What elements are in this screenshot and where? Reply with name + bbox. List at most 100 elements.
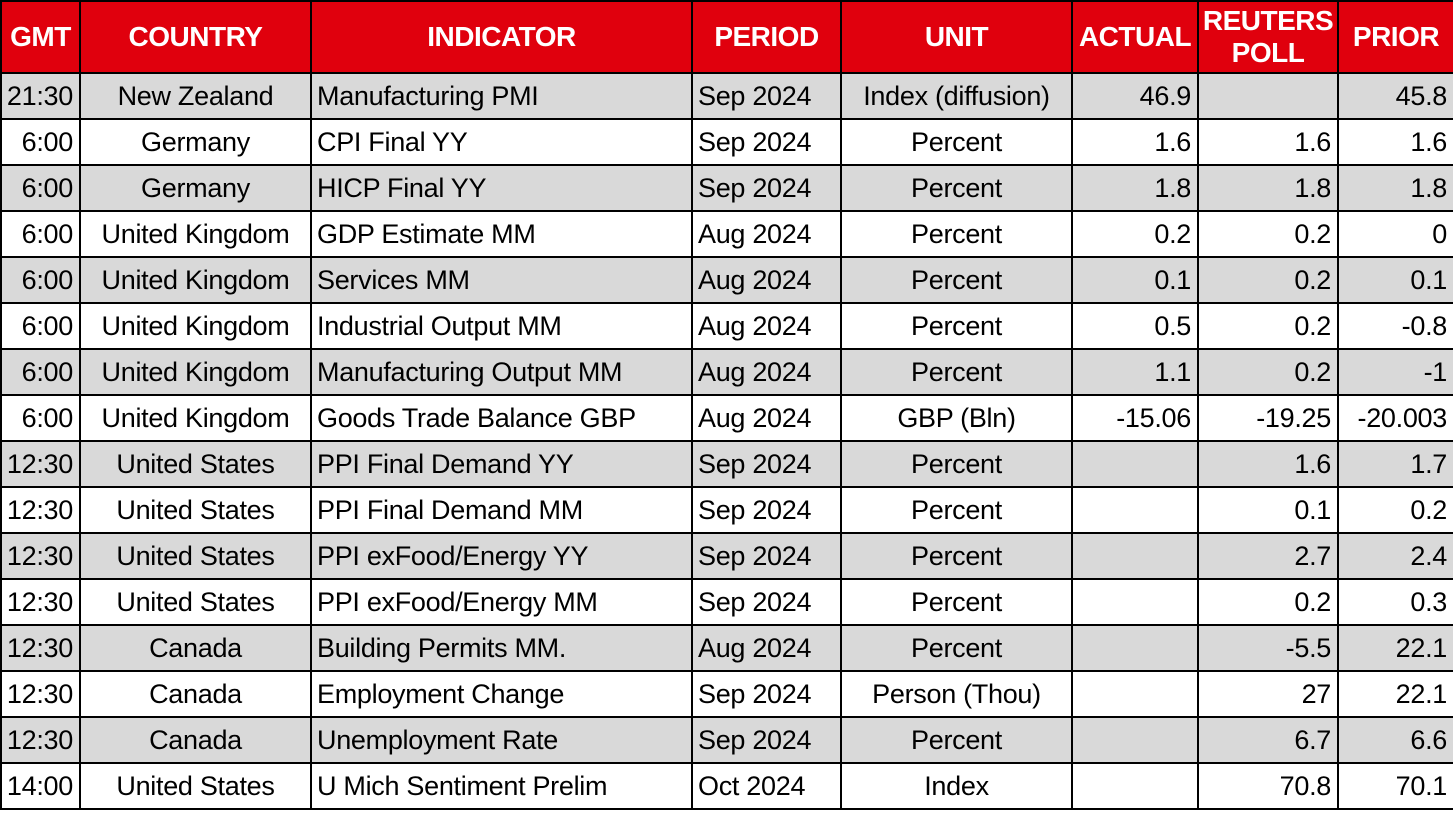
cell-country: United Kingdom xyxy=(79,394,312,442)
cell-prior: 45.8 xyxy=(1337,72,1453,120)
cell-unit: Index (diffusion) xyxy=(840,72,1073,120)
table-row: 21:30 New Zealand Manufacturing PMI Sep 202… xyxy=(0,72,1453,120)
cell-unit: Percent xyxy=(840,624,1073,672)
cell-country: United States xyxy=(79,578,312,626)
cell-unit: Percent xyxy=(840,486,1073,534)
cell-period: Sep 2024 xyxy=(691,578,842,626)
cell-unit: Percent xyxy=(840,532,1073,580)
cell-period: Sep 2024 xyxy=(691,532,842,580)
column-header-actual: ACTUAL xyxy=(1071,0,1199,74)
column-header-prior: PRIOR xyxy=(1337,0,1453,74)
cell-country: United States xyxy=(79,440,312,488)
table-row: 12:30 United States PPI Final Demand MM Sep… xyxy=(0,486,1453,534)
cell-actual: 1.8 xyxy=(1071,164,1199,212)
cell-gmt: 6:00 xyxy=(0,118,81,166)
cell-gmt: 12:30 xyxy=(0,624,81,672)
table-body: 21:30 New Zealand Manufacturing PMI Sep 202… xyxy=(0,72,1453,810)
cell-indicator: PPI exFood/Energy MM xyxy=(310,578,693,626)
cell-reuters_poll: 70.8 xyxy=(1197,762,1339,810)
cell-prior: -1 xyxy=(1337,348,1453,396)
cell-indicator: HICP Final YY xyxy=(310,164,693,212)
cell-indicator: CPI Final YY xyxy=(310,118,693,166)
cell-period: Aug 2024 xyxy=(691,256,842,304)
cell-prior: 0.2 xyxy=(1337,486,1453,534)
cell-actual: 0.2 xyxy=(1071,210,1199,258)
cell-country: United States xyxy=(79,532,312,580)
cell-prior: 70.1 xyxy=(1337,762,1453,810)
cell-reuters_poll: 2.7 xyxy=(1197,532,1339,580)
cell-country: Canada xyxy=(79,624,312,672)
table-header: GMT COUNTRY INDICATOR PERIOD UNIT ACTUAL REUTE… xyxy=(0,0,1453,74)
cell-actual xyxy=(1071,624,1199,672)
cell-unit: Percent xyxy=(840,440,1073,488)
column-header-gmt: GMT xyxy=(0,0,81,74)
cell-reuters_poll: 0.2 xyxy=(1197,256,1339,304)
cell-reuters_poll: 27 xyxy=(1197,670,1339,718)
cell-indicator: Unemployment Rate xyxy=(310,716,693,764)
cell-gmt: 6:00 xyxy=(0,394,81,442)
cell-country: United Kingdom xyxy=(79,302,312,350)
cell-gmt: 14:00 xyxy=(0,762,81,810)
cell-unit: GBP (Bln) xyxy=(840,394,1073,442)
cell-indicator: U Mich Sentiment Prelim xyxy=(310,762,693,810)
cell-actual: 46.9 xyxy=(1071,72,1199,120)
cell-country: Germany xyxy=(79,164,312,212)
cell-reuters_poll: -5.5 xyxy=(1197,624,1339,672)
cell-period: Sep 2024 xyxy=(691,670,842,718)
cell-gmt: 6:00 xyxy=(0,348,81,396)
cell-country: Canada xyxy=(79,716,312,764)
cell-prior: 2.4 xyxy=(1337,532,1453,580)
table-row: 12:30 United States PPI exFood/Energy YY Se… xyxy=(0,532,1453,580)
cell-gmt: 12:30 xyxy=(0,532,81,580)
cell-country: Canada xyxy=(79,670,312,718)
cell-prior: 6.6 xyxy=(1337,716,1453,764)
cell-prior: 22.1 xyxy=(1337,624,1453,672)
cell-indicator: Industrial Output MM xyxy=(310,302,693,350)
cell-country: Germany xyxy=(79,118,312,166)
cell-unit: Index xyxy=(840,762,1073,810)
cell-unit: Percent xyxy=(840,716,1073,764)
cell-unit: Percent xyxy=(840,256,1073,304)
column-header-indicator: INDICATOR xyxy=(310,0,693,74)
cell-period: Aug 2024 xyxy=(691,624,842,672)
cell-gmt: 6:00 xyxy=(0,210,81,258)
cell-actual xyxy=(1071,670,1199,718)
table-row: 6:00 United Kingdom Industrial Output MM Au… xyxy=(0,302,1453,350)
cell-actual: -15.06 xyxy=(1071,394,1199,442)
cell-gmt: 12:30 xyxy=(0,716,81,764)
cell-prior: 0.1 xyxy=(1337,256,1453,304)
cell-reuters_poll: 0.2 xyxy=(1197,348,1339,396)
cell-actual xyxy=(1071,440,1199,488)
cell-indicator: Manufacturing PMI xyxy=(310,72,693,120)
table-row: 6:00 Germany HICP Final YY Sep 2024 Percent 1… xyxy=(0,164,1453,212)
cell-actual: 1.1 xyxy=(1071,348,1199,396)
cell-gmt: 12:30 xyxy=(0,670,81,718)
cell-indicator: PPI exFood/Energy YY xyxy=(310,532,693,580)
table-row: 12:30 Canada Unemployment Rate Sep 2024 Perc… xyxy=(0,716,1453,764)
table-row: 12:30 United States PPI Final Demand YY Sep… xyxy=(0,440,1453,488)
column-header-reuters_poll: REUTERS POLL xyxy=(1197,0,1339,74)
cell-unit: Percent xyxy=(840,118,1073,166)
cell-actual xyxy=(1071,486,1199,534)
cell-unit: Percent xyxy=(840,348,1073,396)
cell-actual xyxy=(1071,716,1199,764)
cell-prior: -0.8 xyxy=(1337,302,1453,350)
table-row: 6:00 United Kingdom Goods Trade Balance GB… xyxy=(0,394,1453,442)
column-header-period: PERIOD xyxy=(691,0,842,74)
cell-prior: 1.8 xyxy=(1337,164,1453,212)
cell-period: Aug 2024 xyxy=(691,348,842,396)
cell-prior: 1.7 xyxy=(1337,440,1453,488)
cell-actual xyxy=(1071,532,1199,580)
cell-indicator: Manufacturing Output MM xyxy=(310,348,693,396)
cell-period: Oct 2024 xyxy=(691,762,842,810)
table-row: 6:00 United Kingdom GDP Estimate MM Aug 202… xyxy=(0,210,1453,258)
cell-country: United States xyxy=(79,486,312,534)
cell-reuters_poll: 0.2 xyxy=(1197,210,1339,258)
cell-period: Sep 2024 xyxy=(691,440,842,488)
cell-country: New Zealand xyxy=(79,72,312,120)
cell-gmt: 12:30 xyxy=(0,486,81,534)
cell-reuters_poll: 1.8 xyxy=(1197,164,1339,212)
cell-reuters_poll: -19.25 xyxy=(1197,394,1339,442)
cell-period: Sep 2024 xyxy=(691,164,842,212)
